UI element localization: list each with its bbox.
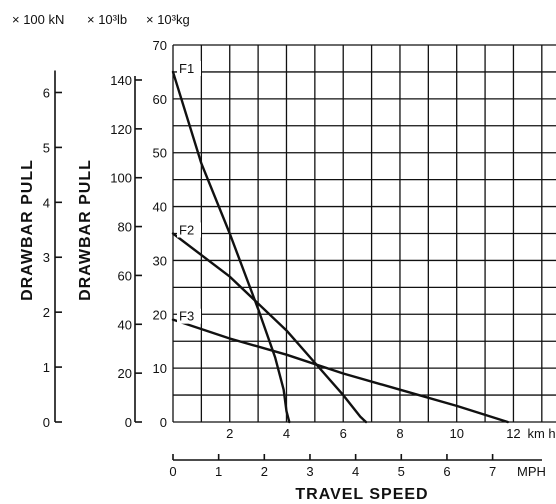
unit-kn-header: × 100 kN xyxy=(12,12,64,27)
y-axis-title-left: DRAWBAR PULL xyxy=(19,159,36,301)
series-line-f2 xyxy=(171,232,368,424)
x-kmh-tick-label: 8 xyxy=(396,426,403,441)
x-kmh-unit-label: km h xyxy=(527,426,555,441)
axes xyxy=(54,70,542,461)
y-lb-tick-label: 140 xyxy=(110,73,132,88)
y-kg-tick-label: 40 xyxy=(153,200,167,215)
series-label-f3: F3 xyxy=(179,309,194,324)
y-kn-tick-label: 1 xyxy=(43,360,50,375)
x-mph-tick-label: 1 xyxy=(215,464,222,479)
series-lines: F1 F2 F3 xyxy=(171,60,509,424)
y-kg-tick-label: 20 xyxy=(153,307,167,322)
y-lb-tick-label: 120 xyxy=(110,122,132,137)
x-mph-tick-label: 2 xyxy=(261,464,268,479)
x-kmh-tick-label: 4 xyxy=(283,426,290,441)
y-kn-tick-label: 4 xyxy=(43,195,50,210)
unit-lb-header: × 10³lb xyxy=(87,12,127,27)
x-kmh-tick-label: 6 xyxy=(340,426,347,441)
y-kn-tick-label: 6 xyxy=(43,85,50,100)
x-mph-tick-label: 3 xyxy=(306,464,313,479)
series-label-backing xyxy=(177,308,201,324)
y-kg-tick-label: 0 xyxy=(160,415,167,430)
y-lb-tick-label: 100 xyxy=(110,171,132,186)
tick-labels: 0102030405060700204060801001201400123456… xyxy=(43,38,556,479)
x-mph-tick-label: 6 xyxy=(443,464,450,479)
series-line-f1 xyxy=(171,70,291,424)
y-kg-tick-label: 30 xyxy=(153,253,167,268)
y-kg-tick-label: 60 xyxy=(153,92,167,107)
x-kmh-tick-label: 12 xyxy=(506,426,520,441)
series-label-backing xyxy=(177,222,201,238)
y-kg-tick-label: 70 xyxy=(153,38,167,53)
y-kn-tick-label: 5 xyxy=(43,140,50,155)
y-kg-tick-label: 50 xyxy=(153,146,167,161)
x-axis-title: TRAVEL SPEED xyxy=(295,486,428,503)
x-mph-tick-label: 7 xyxy=(489,464,496,479)
plot-grid xyxy=(172,44,556,423)
y-lb-tick-label: 80 xyxy=(118,220,132,235)
x-mph-tick-label: 4 xyxy=(352,464,359,479)
series-label-f1: F1 xyxy=(179,61,194,76)
x-kmh-tick-label: 2 xyxy=(226,426,233,441)
unit-kg-header: × 10³kg xyxy=(146,12,190,27)
y-lb-tick-label: 40 xyxy=(118,317,132,332)
y-kn-tick-label: 0 xyxy=(43,415,50,430)
series-label-backing xyxy=(177,60,201,76)
series-line-f3 xyxy=(171,318,509,424)
y-lb-tick-label: 20 xyxy=(118,366,132,381)
y-kn-tick-label: 3 xyxy=(43,250,50,265)
y-kg-tick-label: 10 xyxy=(153,361,167,376)
y-kn-tick-label: 2 xyxy=(43,305,50,320)
y-lb-tick-label: 60 xyxy=(118,268,132,283)
x-mph-unit-label: MPH xyxy=(517,464,546,479)
y-axis-title-right: DRAWBAR PULL xyxy=(77,159,94,301)
x-kmh-tick-label: 10 xyxy=(449,426,463,441)
series-label-f2: F2 xyxy=(179,223,194,238)
y-lb-tick-label: 0 xyxy=(125,415,132,430)
x-mph-tick-label: 0 xyxy=(169,464,176,479)
x-mph-tick-label: 5 xyxy=(398,464,405,479)
